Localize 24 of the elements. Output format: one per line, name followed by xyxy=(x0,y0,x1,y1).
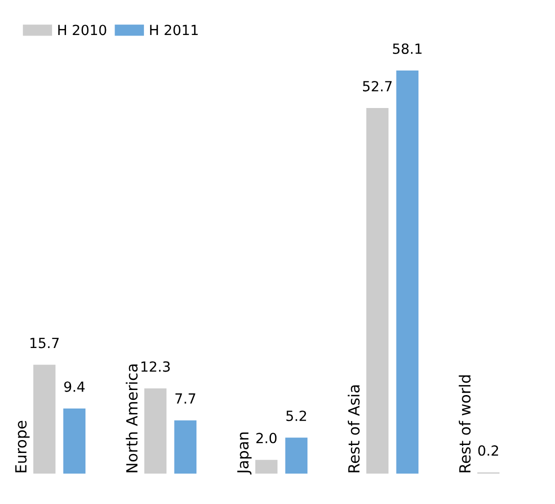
x-tick-label: North America xyxy=(126,364,138,472)
data-label: 15.7 xyxy=(30,338,59,348)
data-label: 12.3 xyxy=(141,361,170,372)
legend-label: H 2011 xyxy=(150,24,198,36)
data-label: 0.2 xyxy=(478,445,498,456)
bar xyxy=(33,364,56,474)
x-tick-label: Europe xyxy=(15,420,30,472)
x-tick-label: Rest of Asia xyxy=(348,385,360,472)
bar xyxy=(144,388,166,474)
bar xyxy=(174,420,196,474)
data-label: 52.7 xyxy=(363,80,392,92)
bar xyxy=(396,70,418,474)
x-tick-label: Rest of world xyxy=(458,375,471,472)
bar xyxy=(63,408,86,474)
data-label: 5.2 xyxy=(286,410,306,422)
bar xyxy=(255,460,278,474)
bar xyxy=(285,438,308,474)
data-label: 9.4 xyxy=(64,381,85,392)
data-label: 58.1 xyxy=(392,43,422,54)
legend-label: H 2010 xyxy=(58,24,106,36)
bar xyxy=(366,108,388,474)
data-label: 2.0 xyxy=(256,432,277,444)
x-tick-label: Japan xyxy=(237,432,252,475)
data-label: 7.7 xyxy=(175,393,196,404)
